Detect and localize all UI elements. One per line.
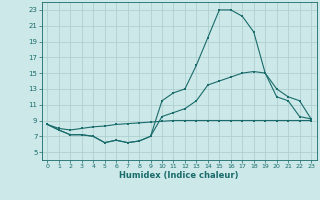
X-axis label: Humidex (Indice chaleur): Humidex (Indice chaleur) [119,171,239,180]
